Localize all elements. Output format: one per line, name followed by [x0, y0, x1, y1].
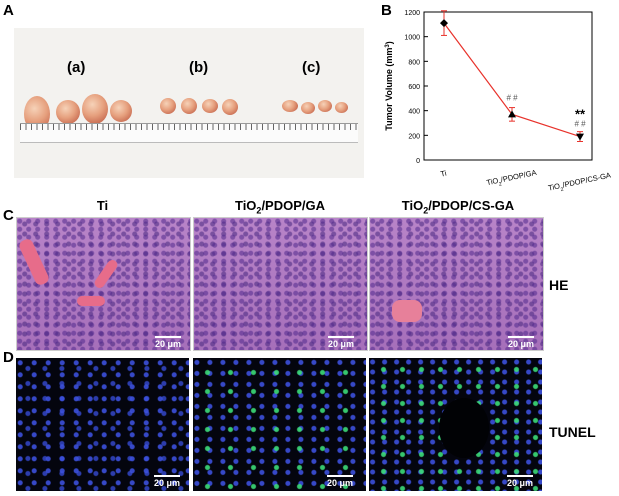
tumor-a4: [110, 100, 132, 122]
panel-label-c: C: [3, 207, 14, 224]
y-axis-label: Tumor Volume (mm3): [384, 41, 394, 131]
tumor-b2: [181, 98, 197, 114]
annotation-hash-cs-ga: # #: [574, 120, 586, 129]
annotation-stars-cs-ga: **: [575, 107, 586, 122]
data-point-2: [576, 133, 584, 141]
y-axis-label-close: ): [384, 41, 394, 44]
column-title-tio2-pdop-cs-ga-prefix: TiO: [401, 198, 424, 213]
x-tick-label-2-prefix: TiO: [547, 181, 561, 192]
x-tick-label-1-prefix: TiO: [486, 176, 500, 187]
he-image-tio2-pdop-cs-ga: 20 μm: [369, 217, 544, 351]
column-title-tio2-pdop-ga-subscript: 2: [256, 205, 262, 216]
he-image-tio2-pdop-ga: 20 μm: [193, 217, 368, 351]
tumor-c4: [335, 102, 348, 113]
scale-bar-tunel-tio2-pdop-cs-ga: 20 μm: [507, 475, 534, 488]
row-label-he: HE: [549, 277, 569, 293]
column-title-tio2-pdop-ga: TiO2/PDOP/GA: [193, 198, 367, 216]
x-tick-label-0: Ti: [440, 168, 448, 178]
x-tick-label-2: TiO2/PDOP/CS-GA: [547, 171, 612, 196]
y-axis-label-superscript: 3: [385, 44, 391, 48]
x-tick-label-1: TiO2/PDOP/GA: [486, 168, 538, 190]
tumor-b3: [202, 99, 218, 113]
data-point-1: [508, 110, 516, 118]
tumor-c1: [282, 100, 298, 112]
tumor-c3: [318, 100, 332, 112]
ruler: [20, 123, 358, 143]
he-image-ti: 20 μm: [16, 217, 191, 351]
chart-frame: [423, 11, 593, 161]
y-tick-label-1: 200: [408, 133, 420, 140]
y-tick-label-2: 400: [408, 109, 420, 116]
tunel-image-tio2-pdop-cs-ga: 20 μm: [369, 358, 542, 491]
scale-bar-he-tio2-pdop-cs-ga: 20 μm: [508, 336, 535, 349]
y-tick-label-0: 0: [416, 158, 420, 165]
group-label-b: (b): [189, 59, 209, 76]
scale-bar-he-ti: 20 μm: [155, 336, 182, 349]
data-point-0: [440, 19, 448, 28]
scale-bar-he-tio2-pdop-ga: 20 μm: [328, 336, 355, 349]
x-tick-label-2-subscript: 2: [560, 187, 564, 193]
column-title-ti: Ti: [96, 198, 109, 213]
row-label-tunel: TUNEL: [549, 424, 596, 440]
panel-label-d: D: [3, 349, 14, 366]
column-title-tio2-pdop-cs-ga-suffix: /PDOP/CS-GA: [428, 198, 515, 213]
column-title-tio2-pdop-ga-suffix: /PDOP/GA: [261, 198, 326, 213]
y-tick-label-4: 800: [408, 59, 420, 66]
x-tick-label-1-subscript: 2: [498, 181, 502, 187]
tumor-c2: [301, 102, 315, 114]
tumor-a3: [82, 94, 108, 124]
group-label-a: (a): [67, 59, 86, 76]
tumor-a2: [56, 100, 80, 124]
group-label-c: (c): [302, 59, 321, 76]
tunel-image-tio2-pdop-ga: 20 μm: [193, 358, 366, 491]
tumor-volume-chart: 0 200 400 600 800 1000 1200 Tumor Volume (mm3) #…: [384, 10, 612, 196]
tumor-b4: [222, 99, 238, 115]
tumor-photo: (a) (b) (c): [14, 28, 364, 178]
tunel-image-ti: 20 μm: [16, 358, 189, 491]
tumor-b1: [160, 98, 176, 114]
y-tick-label-5: 1000: [404, 35, 420, 42]
panel-label-a: A: [3, 2, 14, 19]
scale-bar-tunel-ti: 20 μm: [154, 475, 181, 488]
x-tick-label-1-suffix: /PDOP/GA: [500, 168, 537, 184]
panel-label-b: B: [381, 2, 392, 19]
column-title-tio2-pdop-cs-ga: TiO2/PDOP/CS-GA: [369, 198, 547, 216]
y-tick-label-6: 1200: [404, 10, 420, 17]
column-title-tio2-pdop-cs-ga-subscript: 2: [423, 205, 429, 216]
x-tick-label-2-suffix: /PDOP/CS-GA: [562, 171, 612, 190]
annotation-hash-ga: # #: [506, 93, 518, 102]
y-tick-label-3: 600: [408, 84, 420, 91]
scale-bar-tunel-tio2-pdop-ga: 20 μm: [327, 475, 354, 488]
column-title-tio2-pdop-ga-prefix: TiO: [234, 198, 257, 213]
